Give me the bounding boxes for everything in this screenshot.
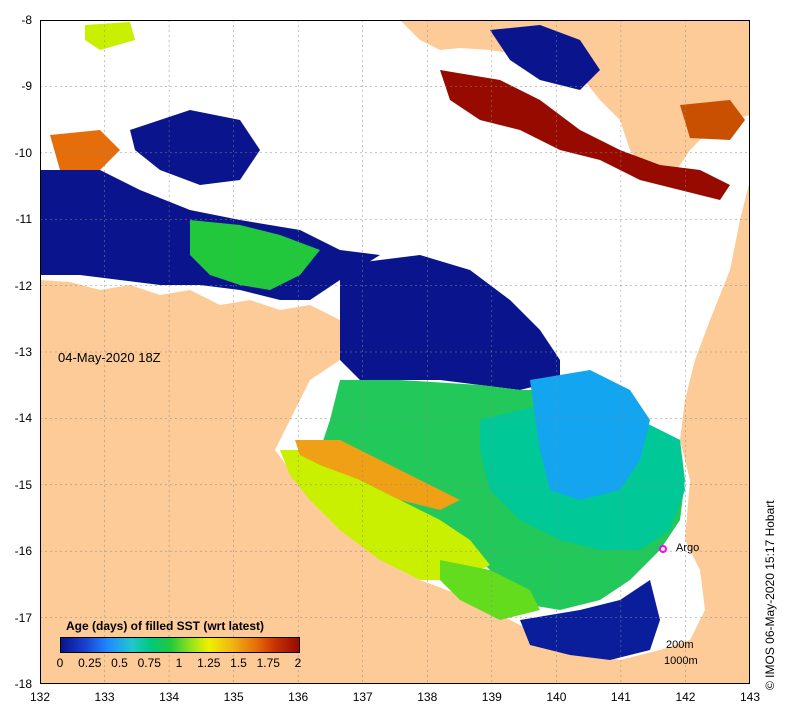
sst-age-map xyxy=(40,20,750,684)
x-axis-label: 137 xyxy=(352,690,373,704)
cape-york xyxy=(400,20,750,180)
x-axis-label: 139 xyxy=(481,690,502,704)
y-axis-label: -16 xyxy=(14,544,32,559)
x-axis-label: 143 xyxy=(739,690,761,704)
map-frame xyxy=(40,20,750,684)
map-border xyxy=(40,20,750,684)
sst-field-orange xyxy=(295,440,460,510)
y-axis-label: -15 xyxy=(14,477,32,492)
y-axis-label: -18 xyxy=(14,677,32,691)
y-axis-label: -13 xyxy=(14,345,32,359)
legend-colorbar xyxy=(60,637,300,653)
sst-field-ne-orange xyxy=(680,100,745,140)
arnhem-land xyxy=(40,180,750,684)
y-axis-label: -9 xyxy=(21,79,32,94)
sst-field-north-green xyxy=(190,220,320,290)
argo-label: Argo xyxy=(676,542,700,554)
sst-field-lime xyxy=(440,560,540,620)
x-axis-label: 136 xyxy=(288,690,309,704)
legend-tick-label: 0.5 xyxy=(111,656,128,670)
sst-field-south-blue xyxy=(520,580,660,660)
sst-field-ne-blue xyxy=(490,25,600,90)
imos-credit: © IMOS 06-May-2020 15:17 Hobart xyxy=(763,500,777,690)
x-axis-label: 133 xyxy=(94,690,115,704)
depth-contour-200m-label: 200m xyxy=(666,639,694,651)
x-axis-label: 135 xyxy=(223,690,244,704)
y-axis-label: -14 xyxy=(14,411,32,426)
y-axis-label: -8 xyxy=(21,13,32,27)
legend-tick-label: 1.25 xyxy=(197,656,221,670)
legend-tick-label: 1.5 xyxy=(230,656,247,670)
y-axis-label: -11 xyxy=(15,212,32,227)
x-axis-label: 134 xyxy=(159,690,180,704)
y-axis-label: -17 xyxy=(14,610,32,625)
depth-contour-1000m-label: 1000m xyxy=(664,655,698,667)
sst-field-dark-blue xyxy=(340,255,560,390)
legend-tick-label: 2 xyxy=(294,656,302,670)
argo-float-marker[interactable] xyxy=(659,545,667,553)
x-axis-label: 142 xyxy=(675,690,696,704)
x-axis-label: 140 xyxy=(546,690,567,704)
y-axis-label: -12 xyxy=(14,278,32,293)
sst-field-nw-orange xyxy=(50,130,120,170)
grid-lines xyxy=(40,20,750,684)
legend-tick-label: 0 xyxy=(56,656,64,670)
legend-tick-label: 0.75 xyxy=(137,656,161,670)
x-axis-label: 132 xyxy=(29,690,51,704)
sst-field-nw-blue xyxy=(130,110,260,185)
legend-tick-label: 0.25 xyxy=(78,656,102,670)
sst-field-north-red xyxy=(440,70,730,200)
sst-field-light-blue xyxy=(530,370,650,500)
map-timestamp: 04-May-2020 18Z xyxy=(58,350,161,365)
legend-tick-label: 1 xyxy=(175,656,183,670)
sst-field-nw-lime xyxy=(85,22,135,50)
x-axis-label: 138 xyxy=(417,690,438,704)
y-axis-label: -10 xyxy=(14,145,32,160)
sst-field-yellow xyxy=(280,450,490,580)
legend-title: Age (days) of filled SST (wrt latest) xyxy=(66,619,265,633)
x-axis-label: 141 xyxy=(610,690,631,704)
legend-tick-label: 1.75 xyxy=(256,656,280,670)
